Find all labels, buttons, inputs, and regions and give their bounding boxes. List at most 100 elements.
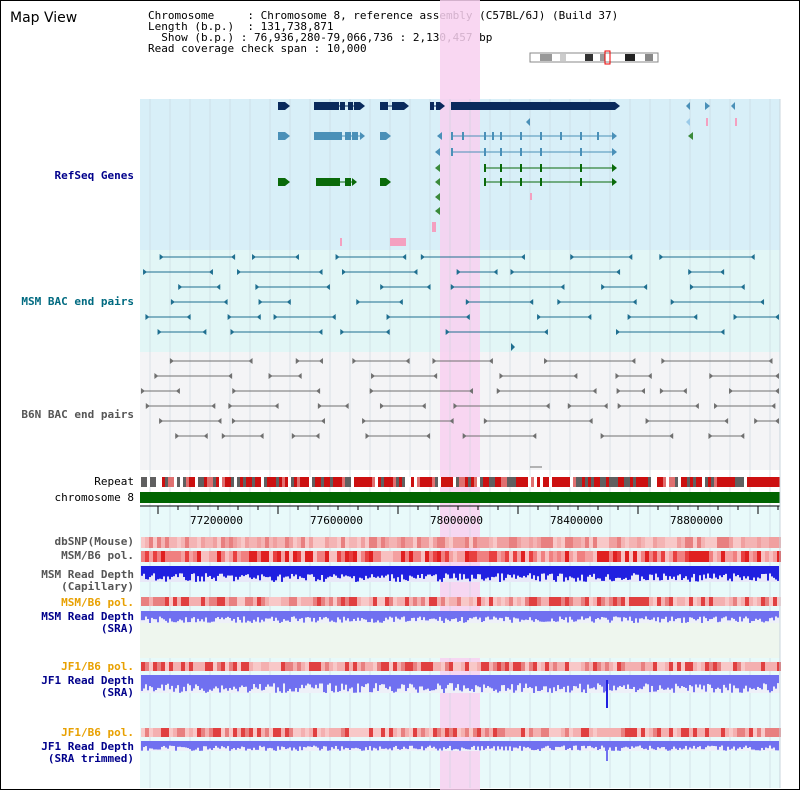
repeat-block xyxy=(201,477,204,487)
msm-depth-sra-bar xyxy=(671,611,673,617)
msm-b6-pol-heat-cell xyxy=(449,551,453,562)
b6n-bac-end-marker xyxy=(295,358,300,364)
msm-depth-capillary-bar xyxy=(195,566,197,582)
msm-depth-capillary-bar xyxy=(379,566,381,578)
track-label-jf1-depth-sra[interactable]: JF1 Read Depth (SRA) xyxy=(41,674,134,699)
jf1-b6-pol-heat-cell xyxy=(313,662,317,671)
jf1-depth-sra-bar xyxy=(159,675,161,689)
msm-depth-capillary-bar xyxy=(755,566,757,581)
msm-b6-pol-heat-cell xyxy=(437,597,441,606)
dbsnp-heat-cell xyxy=(333,537,337,548)
jf1-depth-trimmed-bar xyxy=(685,741,687,746)
jf1-depth-trimmed-bar xyxy=(279,741,281,750)
jf1-depth-trimmed-bar xyxy=(305,741,307,748)
jf1-b6-pol-heat-cell xyxy=(365,662,369,671)
jf1-depth-trimmed-bar xyxy=(207,741,209,750)
track-label-msm-b6-pol[interactable]: MSM/B6 pol. xyxy=(61,549,134,562)
repeat-block xyxy=(579,477,582,487)
msm-depth-sra-bar xyxy=(157,611,159,623)
msm-bac-end-marker xyxy=(720,329,725,335)
track-label-msm-b6-pol-2[interactable]: MSM/B6 pol. xyxy=(61,596,134,609)
track-label-repeat[interactable]: Repeat xyxy=(94,475,134,488)
msm-depth-sra-bar xyxy=(335,611,337,623)
track-label-msm-depth-sra[interactable]: MSM Read Depth (SRA) xyxy=(41,610,134,635)
repeat-block xyxy=(219,477,222,487)
track-label-b6n-bac[interactable]: B6N BAC end pairs xyxy=(21,408,134,421)
dbsnp-heat-cell xyxy=(513,537,517,548)
jf1-depth-sra-bar xyxy=(607,675,609,684)
msm-depth-capillary-bar xyxy=(725,566,727,574)
jf1-depth-trimmed-bar xyxy=(709,741,711,747)
msm-depth-capillary-bar xyxy=(175,566,177,575)
repeat-block xyxy=(411,477,414,487)
msm-b6-pol-heat-cell xyxy=(417,597,421,606)
track-label-jf1-depth-trimmed[interactable]: JF1 Read Depth (SRA trimmed) xyxy=(41,740,134,765)
msm-depth-sra-bar xyxy=(159,611,161,617)
gene-exon xyxy=(380,178,386,186)
msm-b6-pol-heat-cell xyxy=(377,597,381,606)
jf1-depth-sra-bar xyxy=(453,675,455,691)
msm-depth-sra-bar xyxy=(633,611,635,623)
repeat-block xyxy=(603,477,606,487)
msm-depth-capillary-bar xyxy=(727,566,729,581)
msm-depth-capillary-bar xyxy=(645,566,647,581)
msm-depth-capillary-bar xyxy=(537,566,539,577)
jf1-depth-trimmed-bar xyxy=(275,741,277,751)
msm-depth-sra-bar xyxy=(519,611,521,622)
msm-bac-end-marker xyxy=(227,314,232,320)
msm-b6-pol-heat-cell xyxy=(449,597,453,606)
repeat-block xyxy=(468,477,471,487)
jf1-depth-sra-bar xyxy=(673,675,675,693)
msm-depth-sra-bar xyxy=(149,611,151,623)
b6n-bac-end-marker xyxy=(432,358,437,364)
msm-depth-sra-bar xyxy=(273,611,275,621)
msm-depth-sra-bar xyxy=(551,611,553,619)
msm-b6-pol-heat-cell xyxy=(249,551,253,562)
repeat-block xyxy=(576,477,579,487)
b6n-bac-end-marker xyxy=(724,418,729,424)
msm-b6-pol-heat-cell xyxy=(341,597,345,606)
jf1-depth-sra-bar xyxy=(473,675,475,692)
repeat-block xyxy=(753,477,756,487)
jf1-depth-sra-bar xyxy=(627,675,629,685)
repeat-block xyxy=(267,477,270,487)
msm-b6-pol-heat-cell xyxy=(369,551,373,562)
msm-depth-capillary-bar xyxy=(583,566,585,582)
track-label-refseq[interactable]: RefSeq Genes xyxy=(54,169,134,182)
gene-exon xyxy=(462,132,464,140)
jf1-depth-trimmed-bar xyxy=(589,741,591,746)
msm-b6-pol-heat-cell xyxy=(325,597,329,606)
dbsnp-heat-cell xyxy=(173,537,177,548)
msm-depth-capillary-bar xyxy=(671,566,673,579)
msm-depth-capillary-bar xyxy=(515,566,517,579)
msm-depth-sra-bar xyxy=(397,611,399,619)
dbsnp-heat-cell xyxy=(165,537,169,548)
msm-bac-end-marker xyxy=(286,299,291,305)
msm-depth-sra-bar xyxy=(165,611,167,621)
repeat-block xyxy=(165,477,168,487)
jf1-b6-pol-heat-cell xyxy=(405,728,409,737)
jf1-depth-trimmed-bar xyxy=(381,741,383,749)
repeat-block xyxy=(609,477,612,487)
jf1-b6-pol-heat-cell xyxy=(709,728,713,737)
msm-b6-pol-heat-cell xyxy=(145,597,149,606)
b6n-bac-end-marker xyxy=(708,433,713,439)
msm-depth-sra-bar xyxy=(769,611,771,619)
track-label-msm-bac[interactable]: MSM BAC end pairs xyxy=(21,295,134,308)
jf1-depth-trimmed-bar xyxy=(333,741,335,749)
track-label-msm-depth-capillary[interactable]: MSM Read Depth (Capillary) xyxy=(41,568,134,593)
jf1-depth-sra-bar xyxy=(739,675,741,693)
msm-b6-pol-heat-cell xyxy=(149,551,153,562)
repeat-block xyxy=(360,477,363,487)
track-label-dbsnp[interactable]: dbSNP(Mouse) xyxy=(54,535,134,548)
msm-depth-capillary-bar xyxy=(425,566,427,577)
jf1-depth-trimmed-bar xyxy=(597,741,599,751)
msm-depth-capillary-bar xyxy=(465,566,467,579)
jf1-b6-pol-heat-cell xyxy=(217,728,221,737)
track-label-jf1-b6-pol-2[interactable]: JF1/B6 pol. xyxy=(61,726,134,739)
msm-bac-end-marker xyxy=(420,254,425,260)
msm-b6-pol-heat-cell xyxy=(613,551,617,562)
track-label-jf1-b6-pol[interactable]: JF1/B6 pol. xyxy=(61,660,134,673)
msm-b6-pol-heat-cell xyxy=(417,551,421,562)
